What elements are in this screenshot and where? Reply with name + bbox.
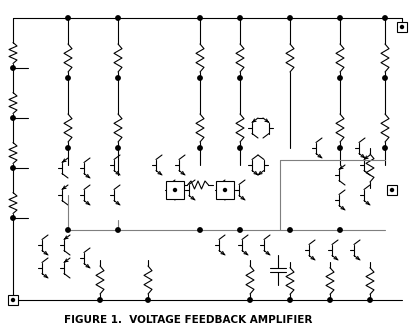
- Circle shape: [390, 188, 394, 192]
- Circle shape: [198, 146, 202, 150]
- Circle shape: [66, 16, 70, 20]
- Bar: [387, 185, 397, 195]
- Circle shape: [288, 298, 292, 302]
- Circle shape: [400, 26, 404, 29]
- Circle shape: [11, 116, 15, 120]
- Circle shape: [288, 228, 292, 232]
- Circle shape: [116, 228, 120, 232]
- Circle shape: [288, 16, 292, 20]
- Circle shape: [198, 16, 202, 20]
- Bar: [8, 295, 18, 305]
- Circle shape: [338, 228, 342, 232]
- Circle shape: [238, 228, 242, 232]
- Circle shape: [98, 298, 102, 302]
- Circle shape: [368, 298, 372, 302]
- Circle shape: [383, 16, 387, 20]
- Circle shape: [338, 146, 342, 150]
- Circle shape: [198, 228, 202, 232]
- Circle shape: [328, 298, 332, 302]
- Circle shape: [66, 228, 70, 232]
- Circle shape: [173, 188, 176, 192]
- Circle shape: [12, 298, 15, 301]
- Bar: [397, 22, 407, 32]
- Circle shape: [66, 146, 70, 150]
- Circle shape: [338, 76, 342, 80]
- Circle shape: [116, 76, 120, 80]
- Circle shape: [11, 66, 15, 70]
- Bar: [216, 181, 234, 199]
- Circle shape: [116, 16, 120, 20]
- Circle shape: [238, 146, 242, 150]
- Circle shape: [338, 16, 342, 20]
- Circle shape: [11, 166, 15, 170]
- Circle shape: [198, 76, 202, 80]
- Circle shape: [11, 216, 15, 220]
- Circle shape: [146, 298, 150, 302]
- Text: FIGURE 1.  VOLTAGE FEEDBACK AMPLIFIER: FIGURE 1. VOLTAGE FEEDBACK AMPLIFIER: [64, 315, 313, 325]
- Circle shape: [248, 298, 252, 302]
- Circle shape: [66, 76, 70, 80]
- Bar: [166, 181, 184, 199]
- Circle shape: [238, 76, 242, 80]
- Circle shape: [116, 146, 120, 150]
- Circle shape: [238, 16, 242, 20]
- Circle shape: [383, 76, 387, 80]
- Circle shape: [224, 188, 226, 192]
- Circle shape: [383, 146, 387, 150]
